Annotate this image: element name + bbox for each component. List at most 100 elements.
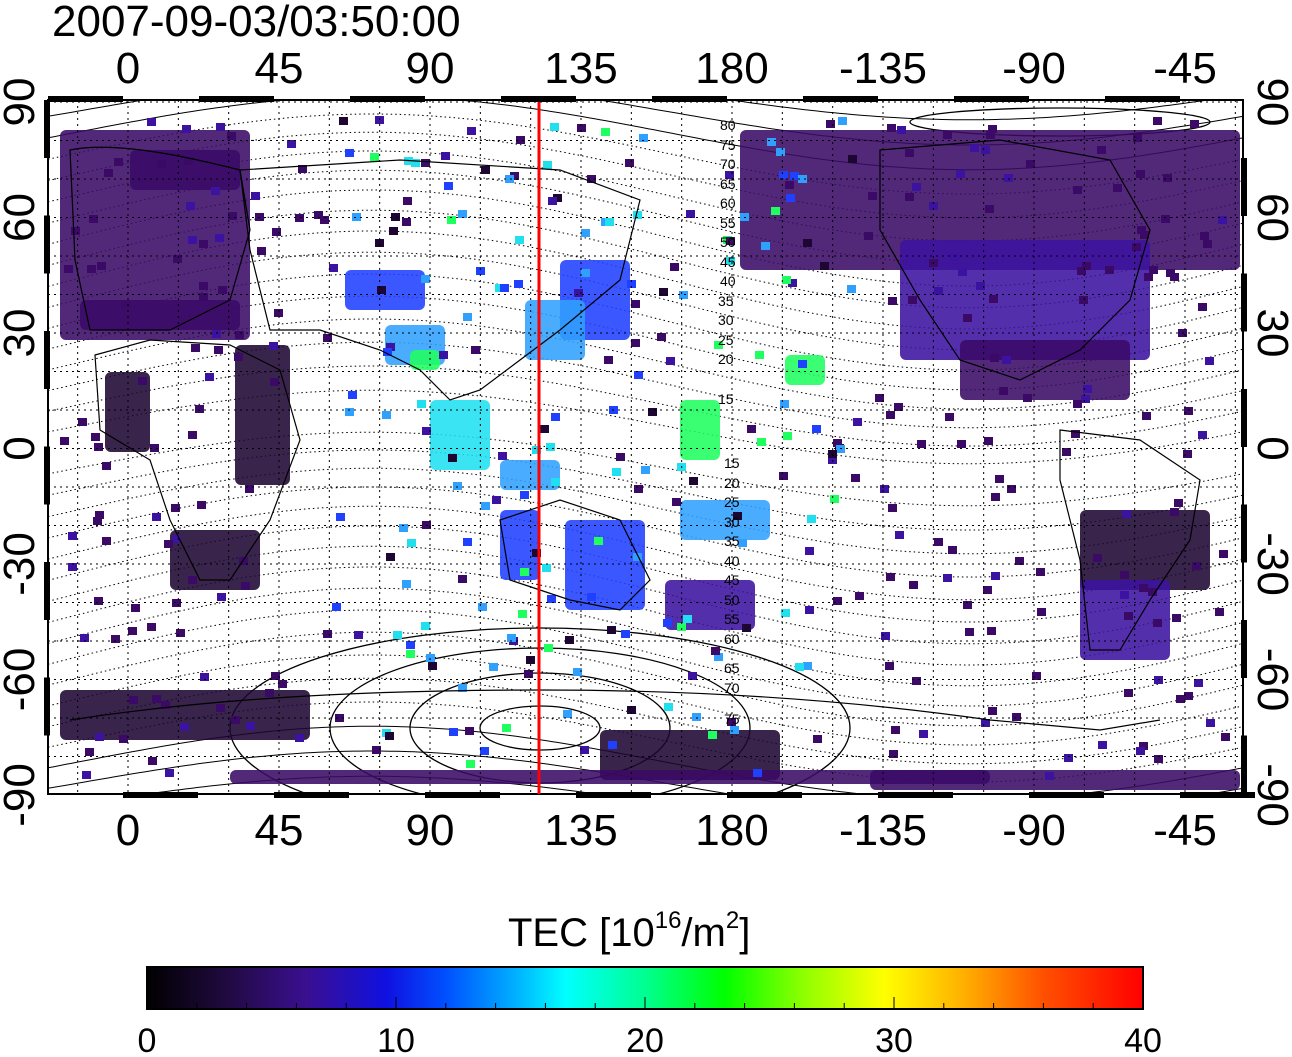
tec-pixel	[663, 619, 672, 627]
maglat-contour	[48, 449, 1243, 531]
tec-pixel	[648, 408, 657, 416]
edge-tick-left	[44, 562, 50, 620]
tec-pixel	[458, 575, 467, 583]
tec-pixel	[963, 601, 972, 609]
tec-pixel	[421, 275, 430, 283]
tec-pixel	[889, 750, 898, 758]
latitude-labels-right: 90 60 30 0 -30 -60 -90	[1248, 78, 1292, 827]
tec-pixel	[985, 205, 994, 213]
maglat-label: 75	[724, 711, 740, 727]
tec-pixel	[726, 257, 735, 265]
colorbar-label: TEC [1016/m2]	[508, 907, 750, 955]
tec-pixel	[550, 123, 559, 131]
tec-pixel	[391, 213, 400, 221]
tec-pixel	[888, 504, 897, 512]
latitude-label: 0	[1248, 436, 1292, 460]
tec-pixel	[891, 726, 900, 734]
tec-pixel	[111, 635, 120, 643]
edge-tick-bottom	[123, 792, 198, 798]
tec-pixel	[833, 597, 842, 605]
tec-pixel	[1015, 557, 1024, 565]
tec-pixel	[94, 443, 103, 451]
tec-pixel	[577, 124, 586, 132]
maglat-label: 40	[720, 273, 736, 289]
colorbar-tick-label: 10	[377, 1022, 415, 1057]
tec-pixel	[239, 557, 248, 565]
maglat-label: 35	[718, 293, 734, 309]
tec-pixel	[449, 728, 458, 736]
tec-pixel	[943, 131, 952, 139]
longitude-label: -90	[1002, 806, 1066, 855]
maglat-contour	[48, 431, 1243, 507]
tec-pixel	[257, 247, 266, 255]
edge-tick-right	[1241, 735, 1247, 794]
maglat-contour	[48, 505, 1243, 601]
tec-region	[680, 500, 770, 540]
maglat-label: 30	[724, 514, 740, 530]
tec-pixel	[574, 289, 583, 297]
tec-pixel	[1064, 754, 1073, 762]
tec-pixel	[1093, 554, 1102, 562]
tec-pixel	[78, 418, 87, 426]
tec-pixel	[912, 183, 921, 191]
tec-pixel	[670, 263, 679, 271]
tec-pixel	[131, 604, 140, 612]
tec-region	[680, 400, 720, 460]
tec-pixel	[905, 193, 914, 201]
maglat-label: 15	[718, 391, 734, 407]
tec-pixel	[1200, 232, 1209, 240]
tec-pixel	[1198, 431, 1207, 439]
tec-pixel	[467, 127, 476, 135]
tec-pixel	[188, 236, 197, 244]
tec-pixel	[965, 628, 974, 636]
tec-pixel	[94, 597, 103, 605]
tec-pixel	[905, 149, 914, 157]
edge-tick-bottom	[1180, 792, 1255, 798]
tec-pixel	[385, 732, 394, 740]
tec-pixel	[439, 351, 448, 359]
tec-pixel	[1184, 407, 1193, 415]
tec-pixel	[272, 228, 281, 236]
tec-region	[80, 300, 240, 330]
maglat-label: 50	[724, 592, 740, 608]
tec-pixel	[607, 626, 616, 634]
tec-pixel	[1012, 713, 1021, 721]
tec-region	[1080, 510, 1210, 590]
tec-pixel	[755, 351, 764, 359]
tec-pixel	[172, 535, 181, 543]
latitude-label: 60	[1248, 193, 1292, 242]
tec-pixel	[1221, 733, 1230, 741]
longitude-label: 45	[255, 806, 304, 855]
tec-pixel	[544, 644, 553, 652]
tec-pixel	[278, 680, 287, 688]
latitude-label: 30	[0, 309, 44, 358]
tec-region	[525, 300, 585, 360]
tec-pixel	[847, 285, 856, 293]
maglat-label: 65	[724, 660, 740, 676]
tec-pixel	[463, 538, 472, 546]
tec-pixel	[1113, 184, 1122, 192]
tec-pixel	[1172, 614, 1181, 622]
tec-pixel	[948, 546, 957, 554]
tec-pixel	[80, 634, 89, 642]
magnetic-latitude-labels-south: 15 20 25 30 35 40 45 50 55 60 65 70 75	[724, 455, 740, 727]
maglat-label: 45	[720, 254, 736, 270]
tec-pixel	[191, 344, 200, 352]
tec-pixel	[241, 582, 250, 590]
tec-pixel	[776, 148, 785, 156]
tec-pixel	[518, 610, 527, 618]
tec-pixel	[138, 377, 147, 385]
tec-pixel	[64, 265, 73, 273]
tec-pixel	[447, 216, 456, 224]
tec-pixel	[478, 603, 487, 611]
tec-region	[500, 510, 540, 580]
edge-tick-left	[44, 215, 50, 274]
tec-pixel	[516, 136, 525, 144]
edge-tick-right	[1241, 389, 1247, 447]
tec-pixel	[886, 573, 895, 581]
tec-pixel	[152, 695, 161, 703]
tec-pixel	[991, 493, 1000, 501]
tec-pixel	[481, 166, 490, 174]
tec-pixel	[520, 568, 529, 576]
tec-pixel	[1037, 608, 1046, 616]
